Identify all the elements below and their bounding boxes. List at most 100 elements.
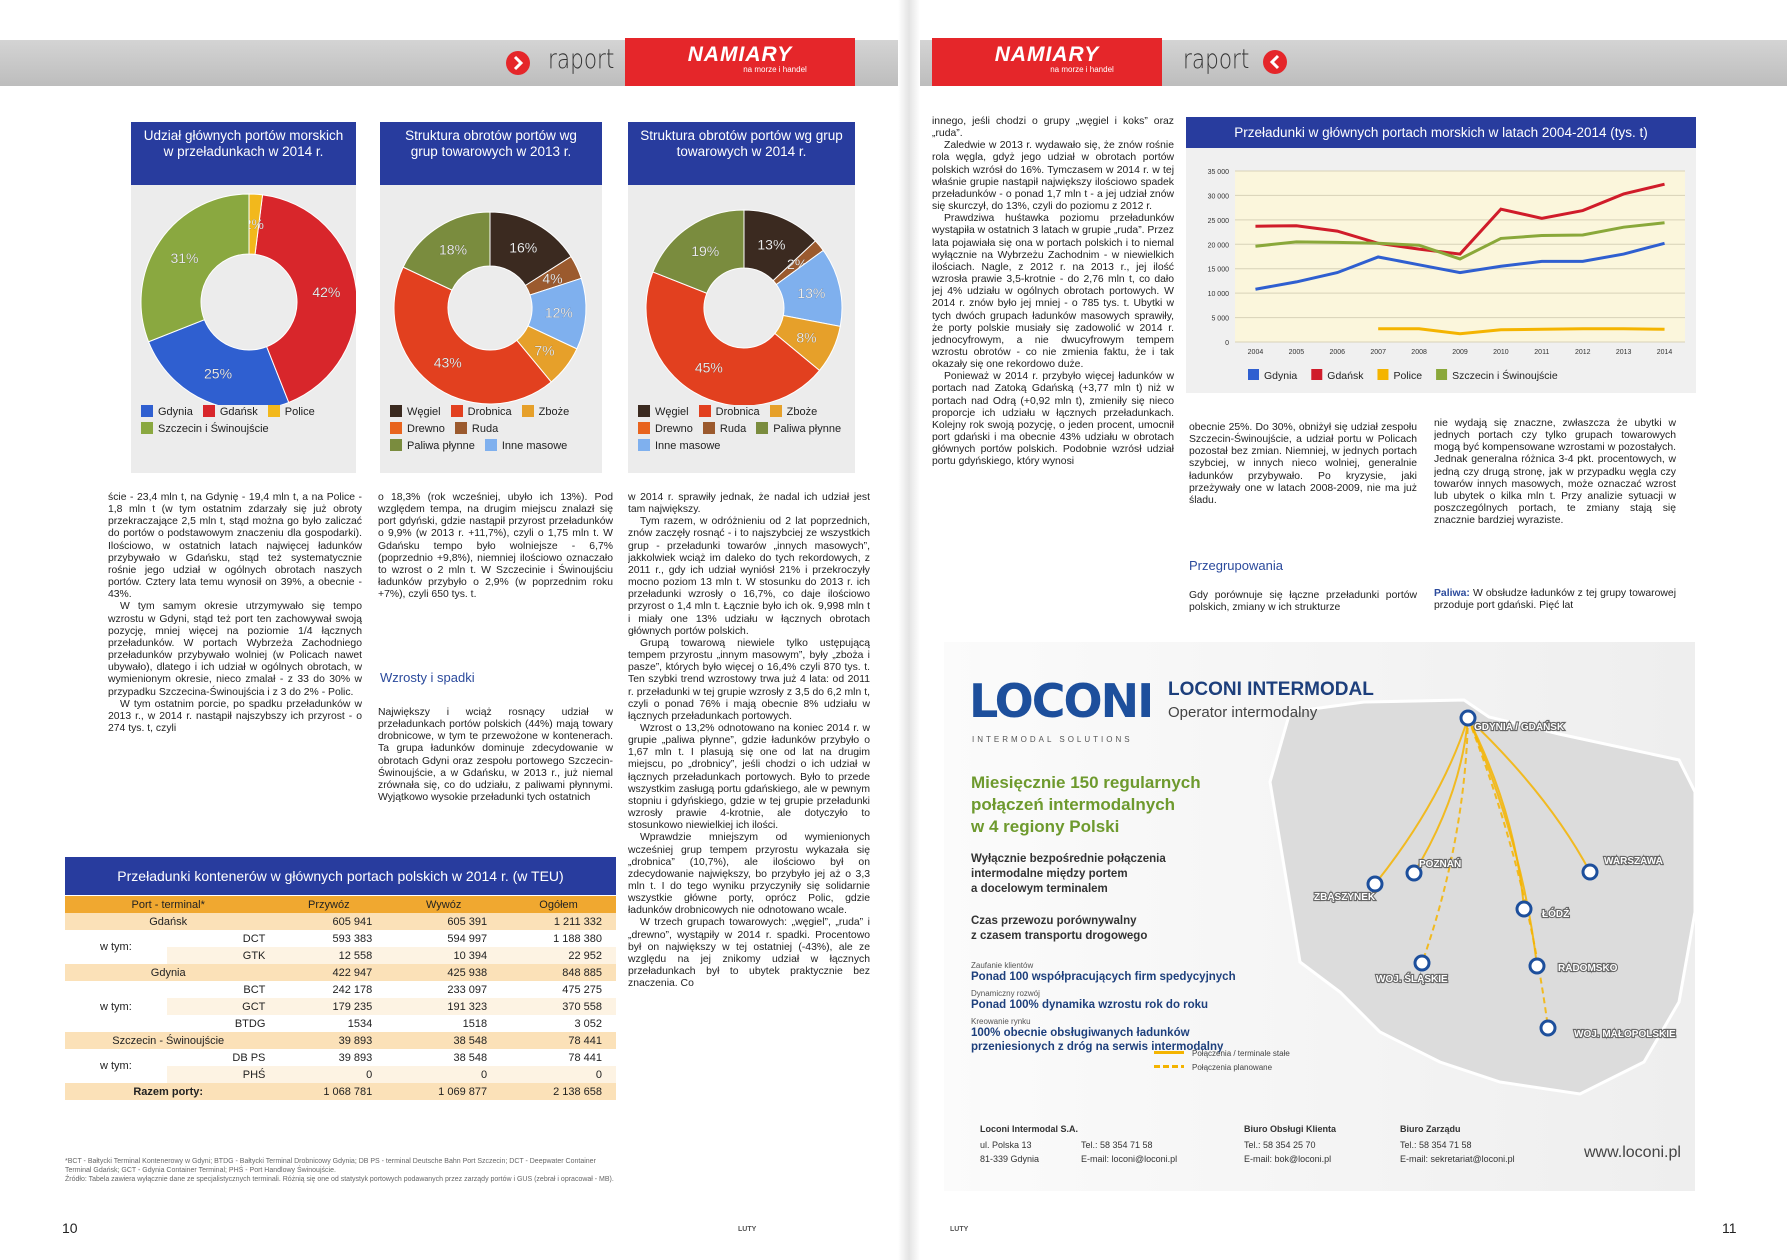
ad-headline: Miesięcznie 150 regularnych połączeń inte… — [971, 772, 1301, 838]
header-row: Port - terminal* Przywóz Wywóz Ogółem — [65, 896, 616, 913]
terminal-node — [1539, 1019, 1557, 1037]
donut-chart: 16% 4% 12% 7% 43% 18% — [393, 211, 587, 405]
contact-line: E-mail: bok@loconi.pl — [1244, 1154, 1332, 1164]
city-label: WOJ. ŚLĄSKIE — [1376, 972, 1448, 985]
x-tick-label: 2004 — [1248, 349, 1264, 356]
legend-swatch — [141, 405, 153, 417]
ad-copy: Miesięcznie 150 regularnych połączeń inte… — [971, 772, 1301, 1054]
paragraph: ście - 23,4 mln t, na Gdynię - 19,4 mln … — [108, 492, 362, 601]
cell: 2 138 658 — [553, 1085, 602, 1098]
line-chart: 0 5 000 10 000 15 000 20 000 25 000 30 000 35 0… — [1208, 169, 1685, 382]
contact-block: Tel.: 58 354 71 58 E-mail: loconi@loconi.… — [1081, 1138, 1177, 1166]
brand-sub: INTERMODAL SOLUTIONS — [972, 735, 1133, 744]
text-column: Największy i wciąż rosnący udział w prze… — [378, 707, 613, 847]
legend-swatch — [267, 405, 280, 417]
legend-item: Paliwa płynne — [756, 422, 841, 435]
x-tick-label: 2010 — [1493, 349, 1509, 356]
slice-label: 12% — [545, 304, 573, 320]
contact-line: Biuro Zarządu — [1400, 1124, 1461, 1134]
total-row: Razem porty: 1 068 781 1 069 877 2 138 658 — [65, 1083, 616, 1100]
paragraph: w 2014 r. sprawiły jednak, że nadal ich … — [628, 492, 870, 516]
legend-swatch — [141, 422, 153, 434]
legend-swatch — [390, 439, 402, 451]
connection — [1421, 717, 1469, 964]
point-line: z czasem transportu drogowego — [971, 930, 1148, 942]
y-tick-label: 35 000 — [1208, 169, 1230, 176]
legend-swatch — [450, 405, 463, 417]
row-label: w tym: — [65, 1049, 167, 1083]
cell: 10 394 — [453, 949, 488, 962]
contact-line: Tel.: 58 354 71 58 — [1081, 1140, 1153, 1150]
paragraph: Prawdziwa huśtawka poziomu przeładunków … — [932, 213, 1174, 371]
row-label: GCT — [242, 1000, 266, 1013]
cell: 593 383 — [332, 932, 373, 945]
group-row: Gdańsk 605 941 605 391 1 211 332 — [65, 913, 616, 930]
terminal-node — [1459, 709, 1477, 727]
legend-label: Gdynia — [1264, 370, 1297, 382]
legend-label: Paliwa płynne — [773, 423, 842, 435]
text-column: Paliwa: W obsłudze ładunków z tej grupy … — [1434, 588, 1676, 618]
cell: 422 947 — [332, 966, 373, 979]
slice-label: 43% — [434, 355, 462, 371]
slice-label: 18% — [439, 242, 467, 258]
cell: 1 188 380 — [553, 932, 602, 945]
contact-line: E-mail: sekretariat@loconi.pl — [1400, 1154, 1515, 1164]
y-tick-label: 15 000 — [1208, 267, 1230, 274]
x-tick-label: 2007 — [1370, 349, 1386, 356]
legend-label: Gdańsk — [1327, 370, 1364, 382]
cell: 594 997 — [447, 932, 488, 945]
paragraph: W tym samym okresie utrzymywało się temp… — [108, 601, 362, 698]
slice-label: 42% — [312, 284, 340, 300]
connection — [1467, 717, 1591, 873]
company-name: LOCONI INTERMODAL — [1168, 679, 1374, 700]
legend-label: Zboże — [538, 406, 570, 418]
legend-label: Połączenia / terminale stałe — [1192, 1049, 1290, 1058]
city-label: WARSZAWA — [1604, 856, 1663, 867]
x-tick-label: 2013 — [1616, 349, 1632, 356]
slice-label: 19% — [691, 243, 719, 259]
legend: Węgiel Drobnica Zboże Drewno Ruda Paliwa płyn… — [380, 405, 602, 452]
contact-line: ul. Polska 13 — [980, 1140, 1032, 1150]
city-label: GDYNIA / GDAŃSK — [1474, 720, 1565, 733]
map-legend-item: Połączenia planowane — [1154, 1063, 1290, 1072]
text-column: Gdy porównuje się łączne przeładunki por… — [1189, 590, 1417, 622]
legend-swatch — [1154, 1051, 1184, 1054]
connection — [1467, 717, 1538, 967]
cell: 370 558 — [562, 1000, 602, 1013]
slice-label: 4% — [542, 271, 562, 287]
logo-text: NAMIARY — [994, 43, 1100, 66]
point-line: Wyłącznie bezpośrednie połączenia — [971, 853, 1166, 865]
legend-item: Gdańsk — [202, 405, 258, 418]
text-column: nie wydają się znaczne, zwłaszcza że uby… — [1434, 418, 1676, 588]
cell: 38 548 — [453, 1051, 488, 1064]
legend-swatch — [638, 439, 650, 451]
paragraph: Tym razem, w odróżnieniu od 2 lat poprze… — [628, 516, 870, 637]
arrow-icon — [1263, 50, 1287, 74]
advertisement: GDYNIA / GDAŃSK WARSZAWA POZNAŃ ZBĄSZYNEK ŁÓ… — [944, 642, 1695, 1191]
row-label: BTDG — [234, 1017, 266, 1030]
cell: 12 558 — [338, 949, 373, 962]
city-label: ŁÓDŹ — [1542, 907, 1569, 920]
connection — [1467, 717, 1525, 910]
point-line: intermodalne między portem — [971, 868, 1128, 880]
donut-chart: 25%42%2%31% — [140, 193, 356, 405]
legend-label: Szczecin i Świnoujście — [1452, 369, 1558, 382]
terminal-node — [1581, 863, 1599, 881]
sub-row: GCT 179 235 191 323 370 558 — [65, 998, 616, 1015]
line-series — [1255, 182, 1665, 256]
donut-slice — [147, 319, 290, 405]
connection — [1413, 717, 1469, 874]
row-label: DCT — [242, 932, 266, 945]
logo-tagline: na morze i handel — [1050, 65, 1114, 74]
legend-swatch — [202, 405, 215, 417]
chart-title: Przeładunki w głównych portach morskich … — [1186, 117, 1696, 148]
legend-swatch — [702, 422, 715, 434]
sub-row: w tym: BCT 242 178 233 097 475 275 — [65, 981, 616, 1032]
column-header: Przywóz — [308, 898, 350, 911]
legend-item: Ruda — [702, 422, 746, 435]
note: Źródło: Tabela zawiera wyłącznie dane ze… — [65, 1176, 614, 1183]
city-label: ZBĄSZYNEK — [1314, 892, 1376, 903]
y-tick-label: 10 000 — [1208, 291, 1230, 298]
point-line: a docelowym terminalem — [971, 883, 1108, 895]
slice-label: 7% — [534, 342, 554, 358]
